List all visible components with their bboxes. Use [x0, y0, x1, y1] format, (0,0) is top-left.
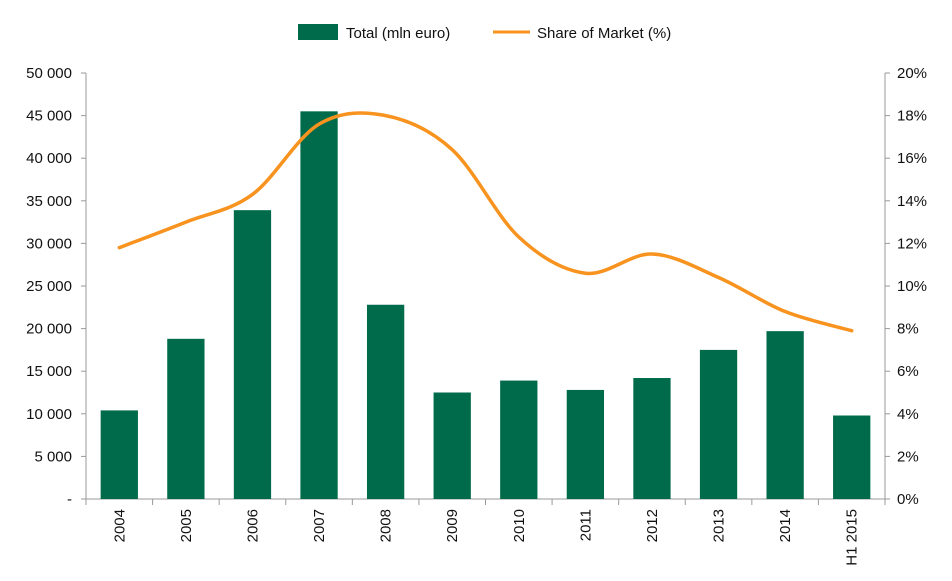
x-tick-label: 2013 — [711, 509, 728, 542]
y-left-tick-label: 50 000 — [26, 65, 72, 82]
y-left-tick-label: 15 000 — [26, 363, 72, 380]
axes — [81, 72, 890, 505]
x-tick-label: 2014 — [777, 509, 794, 542]
bar — [500, 380, 538, 499]
y-right-tick-label: 0% — [897, 491, 919, 508]
y-right-tick-label: 10% — [897, 278, 927, 295]
bar — [233, 210, 272, 499]
y-right-tick-label: 12% — [897, 235, 927, 252]
legend: Total (mln euro) Share of Market (%) — [298, 24, 671, 42]
x-tick-label: 2012 — [644, 509, 661, 542]
share-of-market-line — [117, 111, 854, 333]
y-right-tick-label: 6% — [897, 363, 919, 380]
y-right-tick-label: 14% — [897, 193, 927, 210]
y-left-tick-label: 10 000 — [26, 406, 72, 423]
bar — [699, 349, 738, 499]
y-right-tick-label: 4% — [897, 406, 919, 423]
x-tick-label: 2008 — [378, 509, 395, 542]
x-tick-label: 2005 — [178, 509, 195, 542]
bar — [833, 415, 871, 499]
y-left-tick-label: 5 000 — [34, 448, 72, 465]
y-left-tick-labels: - 5 000 10 000 15 000 20 000 25 000 30 000 35 0… — [26, 65, 72, 508]
bar — [167, 338, 205, 499]
x-tick-label: 2011 — [577, 509, 594, 541]
bar — [366, 304, 405, 499]
bar-series — [100, 111, 871, 499]
y-left-tick-label: 20 000 — [26, 321, 72, 338]
y-left-tick-label: 40 000 — [26, 150, 72, 167]
y-right-tick-labels: 0% 2% 4% 6% 8% 10% 12% 14% 16% 18% 20% — [897, 65, 927, 508]
line-series — [117, 111, 854, 333]
y-right-tick-label: 16% — [897, 150, 927, 167]
bar — [300, 111, 338, 499]
y-right-tick-label: 18% — [897, 108, 927, 125]
bar — [433, 392, 471, 499]
y-right-tick-label: 2% — [897, 448, 919, 465]
bar — [566, 389, 605, 499]
x-tick-label: 2004 — [111, 509, 128, 542]
legend-label-total: Total (mln euro) — [346, 25, 450, 42]
x-tick-label: 2009 — [444, 509, 461, 542]
y-left-tick-label: 25 000 — [26, 278, 72, 295]
x-tick-label: H1 2015 — [844, 509, 861, 566]
bar — [100, 410, 138, 499]
legend-label-share: Share of Market (%) — [537, 25, 671, 42]
y-right-tick-label: 8% — [897, 321, 919, 338]
x-tick-label: 2007 — [311, 509, 328, 542]
y-left-tick-label: 30 000 — [26, 235, 72, 252]
x-tick-labels: 2004 2005 2006 2007 2008 2009 2010 2011 2012 2013… — [111, 509, 860, 566]
y-right-tick-label: 20% — [897, 65, 927, 82]
y-left-tick-label: - — [67, 491, 72, 508]
legend-swatch-total — [298, 24, 338, 40]
bar — [766, 331, 804, 499]
bar — [633, 378, 671, 499]
x-tick-label: 2010 — [511, 509, 528, 542]
y-left-tick-label: 35 000 — [26, 193, 72, 210]
y-left-tick-label: 45 000 — [26, 108, 72, 125]
x-tick-label: 2006 — [244, 509, 261, 542]
